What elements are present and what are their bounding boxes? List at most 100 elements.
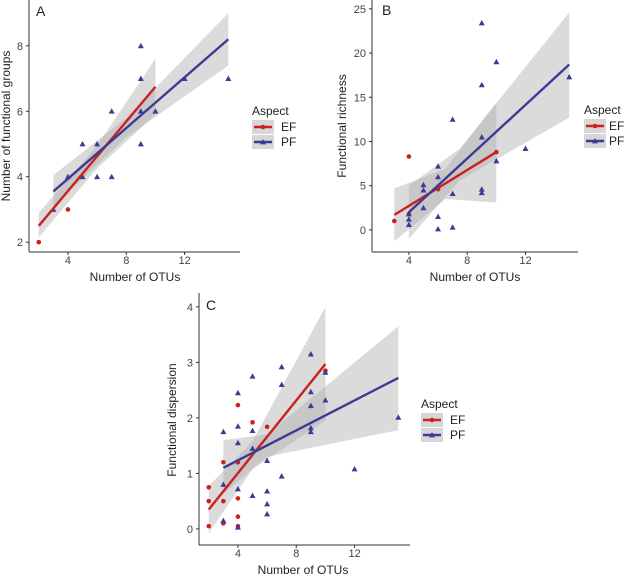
- data-point-ef: [250, 420, 255, 425]
- data-point-pf: [478, 134, 485, 140]
- data-point-pf: [264, 488, 271, 494]
- x-tick-label: 12: [178, 255, 190, 267]
- legend-key-point-pf: [429, 432, 435, 438]
- data-point-pf: [94, 173, 101, 180]
- data-point-pf: [79, 173, 86, 180]
- panel-a: 4 8 12 2 4 6 8 A Number of OTUs Number of func…: [0, 0, 296, 284]
- data-point-pf: [478, 19, 485, 26]
- data-point-pf: [234, 439, 241, 446]
- data-point-pf: [79, 141, 86, 147]
- data-point-pf: [225, 75, 232, 81]
- y-tick-label: 5: [360, 181, 366, 193]
- data-point-pf: [307, 402, 314, 409]
- data-point-pf: [307, 428, 314, 435]
- data-point-pf: [435, 213, 442, 220]
- confidence-band-ef: [394, 102, 497, 242]
- fit-line-pf: [52, 38, 230, 193]
- data-point-ef: [406, 154, 412, 159]
- data-point-pf: [405, 216, 412, 222]
- data-point-ef: [264, 424, 270, 430]
- panel-label: B: [382, 2, 391, 18]
- data-point-ef: [206, 523, 212, 529]
- data-point-pf: [420, 204, 427, 211]
- data-point-pf: [449, 224, 456, 230]
- data-point-ef: [65, 207, 71, 212]
- x-tick-label: 8: [293, 548, 299, 560]
- data-point-pf: [137, 42, 144, 49]
- data-point-pf: [435, 226, 442, 232]
- y-tick-label: 2: [17, 237, 23, 249]
- legend-label-pf: PF: [281, 135, 296, 149]
- y-tick-label: 20: [354, 48, 366, 60]
- fit-line-ef: [393, 151, 497, 216]
- data-point-pf: [478, 186, 485, 192]
- data-point-ef: [36, 239, 42, 245]
- data-point-pf: [249, 427, 256, 434]
- data-point-pf: [420, 181, 427, 188]
- x-tick-label: 12: [348, 548, 360, 560]
- x-tick-label: 12: [519, 255, 531, 267]
- x-tick-label: 8: [464, 255, 470, 267]
- y-tick-label: 25: [354, 4, 366, 16]
- panel-label: A: [36, 3, 46, 19]
- data-point-pf: [137, 108, 144, 114]
- data-point-pf: [234, 524, 241, 530]
- legend-key-point-pf: [592, 138, 598, 144]
- confidence-band-pf: [223, 326, 399, 494]
- legend-title: Aspect: [584, 103, 621, 117]
- x-tick-label: 4: [65, 255, 71, 267]
- legend-title: Aspect: [421, 397, 458, 411]
- data-point-ef: [221, 498, 226, 504]
- data-point-pf: [220, 481, 227, 487]
- legend-label-pf: PF: [609, 134, 624, 148]
- data-point-pf: [234, 423, 241, 429]
- data-point-ef: [235, 402, 241, 408]
- data-point-pf: [420, 187, 427, 193]
- plot-area: 4 8 12 0 5 10 15 20 25: [354, 0, 606, 267]
- data-point-pf: [108, 173, 115, 180]
- data-point-pf: [566, 73, 573, 80]
- x-tick-label: 4: [406, 255, 412, 267]
- data-point-pf: [405, 210, 412, 217]
- data-point-pf: [493, 58, 500, 65]
- y-tick-label: 15: [354, 92, 366, 104]
- plot-area: 4 8 12 2 4 6 8: [17, 0, 274, 267]
- data-point-pf: [108, 108, 115, 114]
- data-point-pf: [307, 351, 314, 357]
- data-point-pf: [152, 108, 159, 114]
- y-tick-label: 4: [187, 302, 193, 314]
- confidence-band-pf: [408, 12, 570, 239]
- y-axis-label: Functional dispersion: [165, 363, 179, 476]
- data-point-pf: [307, 388, 314, 395]
- legend-key-point-ef: [260, 124, 266, 130]
- data-point-pf: [435, 163, 442, 169]
- data-point-pf: [395, 414, 402, 420]
- data-point-pf: [234, 485, 241, 492]
- y-tick-label: 0: [360, 225, 366, 237]
- y-tick-label: 3: [187, 357, 193, 369]
- legend-label-ef: EF: [450, 413, 465, 427]
- data-point-ef: [206, 498, 212, 504]
- x-axis-label: Number of OTUs: [430, 270, 521, 284]
- data-point-pf: [522, 145, 529, 151]
- legend-key-point-ef: [429, 417, 435, 423]
- y-tick-label: 4: [17, 172, 23, 184]
- y-axis-label: Functional richness: [335, 74, 349, 177]
- data-point-pf: [220, 428, 227, 435]
- data-point-pf: [449, 190, 456, 197]
- data-point-pf: [478, 189, 485, 196]
- data-point-pf: [137, 75, 144, 81]
- fit-line-ef: [207, 363, 327, 511]
- data-point-pf: [278, 381, 285, 387]
- data-point-ef: [221, 459, 226, 465]
- y-tick-label: 0: [187, 524, 193, 536]
- x-tick-label: 4: [235, 548, 241, 560]
- data-point-pf: [220, 517, 227, 523]
- data-point-pf: [405, 221, 412, 227]
- data-point-pf: [307, 424, 314, 431]
- panel-label: C: [206, 297, 216, 313]
- y-tick-label: 10: [354, 136, 366, 148]
- confidence-band-ef: [208, 306, 326, 534]
